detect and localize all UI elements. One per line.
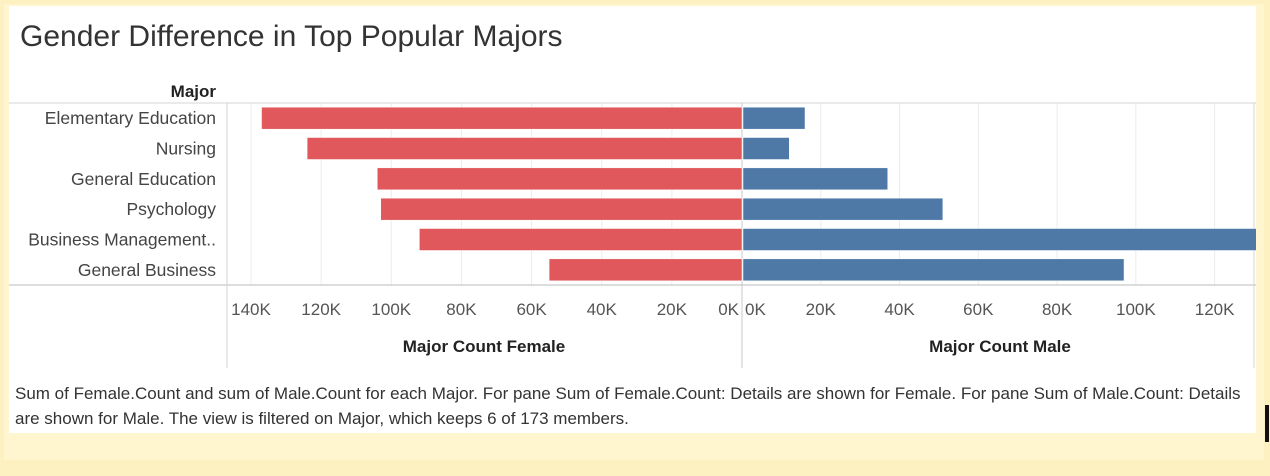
female-tick-1: 120K <box>301 300 341 319</box>
female-tick-6: 20K <box>657 300 688 319</box>
category-label-5: General Business <box>78 260 216 280</box>
tick-labels: 140K 120K 100K 80K 60K 40K 20K 0K 0K 20K 40K 60K 80K… <box>231 300 1235 319</box>
male-tick-3: 60K <box>963 300 994 319</box>
male-bar-2 <box>742 167 888 191</box>
male-tick-4: 80K <box>1042 300 1073 319</box>
axis-frame <box>9 102 1256 368</box>
female-bar-1 <box>306 137 743 160</box>
male-bar-0 <box>742 106 806 130</box>
female-bar-3 <box>380 197 743 221</box>
female-tick-2: 100K <box>371 300 411 319</box>
male-tick-1: 20K <box>806 300 837 319</box>
male-bar-4 <box>742 228 1256 251</box>
female-bar-5 <box>548 258 743 282</box>
row-header: Major <box>171 82 217 101</box>
male-tick-2: 40K <box>884 300 915 319</box>
male-bar-3 <box>742 197 944 221</box>
female-tick-0: 140K <box>231 300 271 319</box>
male-axis-title: Major Count Male <box>929 337 1071 356</box>
male-bar-1 <box>742 137 790 160</box>
category-label-1: Nursing <box>156 139 216 159</box>
female-tick-5: 40K <box>587 300 618 319</box>
female-tick-7: 0K <box>718 300 739 319</box>
category-label-3: Psychology <box>127 199 217 219</box>
gridlines <box>250 103 1216 285</box>
female-bar-2 <box>377 167 743 191</box>
male-tick-0: 0K <box>745 300 766 319</box>
female-bar-0 <box>261 106 743 130</box>
chart-title: Gender Difference in Top Popular Majors <box>20 20 563 53</box>
male-tick-5: 100K <box>1116 300 1156 319</box>
male-tick-6: 120K <box>1195 300 1235 319</box>
diverging-bar-chart: Major Elementary Education Nursing General… <box>9 82 1256 368</box>
female-tick-3: 80K <box>446 300 477 319</box>
male-bar-5 <box>742 258 1125 282</box>
bars <box>261 106 1256 282</box>
chart-panel: Gender Difference in Top Popular Majors … <box>9 6 1256 433</box>
category-labels: Elementary Education Nursing General Educa… <box>28 108 216 280</box>
edge-marker <box>1265 405 1269 442</box>
category-label-2: General Education <box>71 169 216 189</box>
chart-caption: Sum of Female.Count and sum of Male.Coun… <box>15 384 1241 428</box>
female-bar-4 <box>419 228 743 251</box>
female-tick-4: 60K <box>516 300 547 319</box>
female-axis-title: Major Count Female <box>403 337 565 356</box>
category-label-4: Business Management.. <box>28 230 216 250</box>
category-label-0: Elementary Education <box>45 108 216 128</box>
